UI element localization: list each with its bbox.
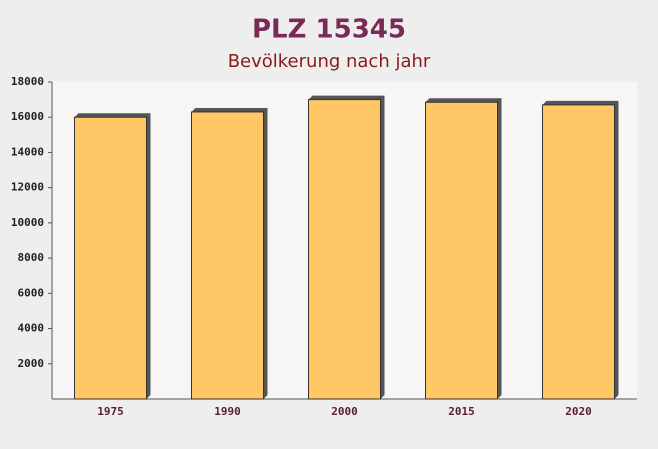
bar xyxy=(542,104,615,400)
x-tick-label: 2015 xyxy=(448,405,475,418)
y-tick-label: 8000 xyxy=(18,251,45,264)
chart-title: PLZ 15345 xyxy=(252,15,406,45)
x-tick-label: 2020 xyxy=(565,405,592,418)
bar xyxy=(191,111,264,400)
y-tick-label: 2000 xyxy=(18,357,45,370)
y-tick-label: 6000 xyxy=(18,286,45,299)
y-tick-label: 12000 xyxy=(11,181,44,194)
y-tick-label: 10000 xyxy=(11,216,44,229)
bar xyxy=(425,101,498,400)
x-tick-label: 2000 xyxy=(331,405,358,418)
bar xyxy=(74,116,147,400)
x-tick-label: 1975 xyxy=(97,405,124,418)
y-tick-label: 14000 xyxy=(11,145,44,158)
bar xyxy=(308,99,381,400)
y-tick-label: 16000 xyxy=(11,110,44,123)
y-tick-label: 18000 xyxy=(11,75,44,88)
chart-subtitle: Bevölkerung nach jahr xyxy=(228,51,431,72)
y-tick-label: 4000 xyxy=(18,322,45,335)
x-tick-label: 1990 xyxy=(214,405,241,418)
